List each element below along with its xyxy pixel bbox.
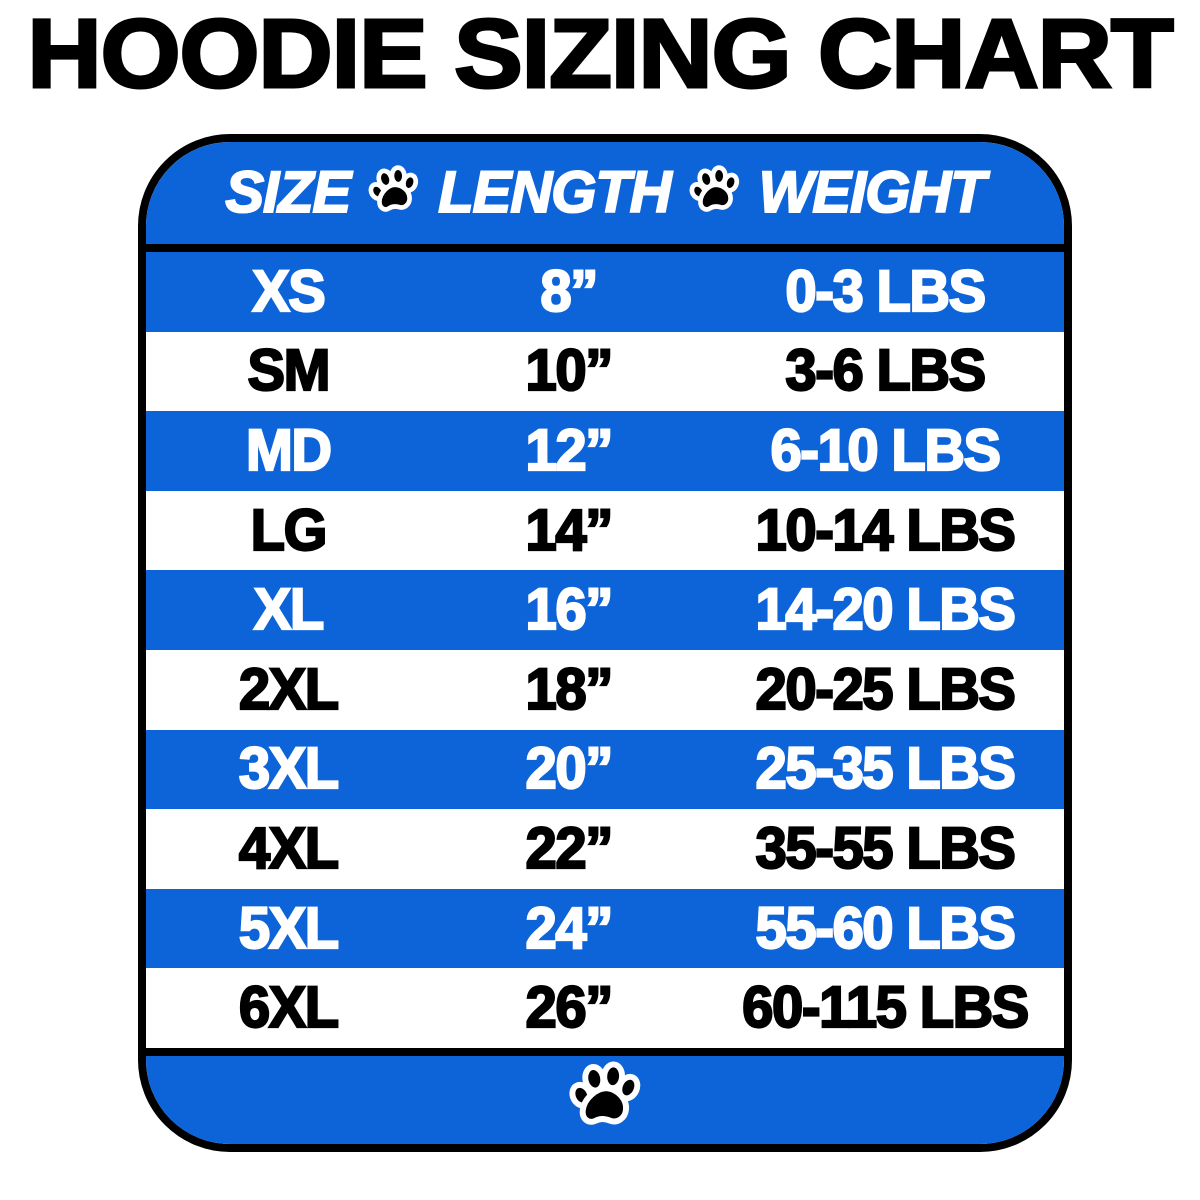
cell-length: 16” [524,577,614,643]
cell-length: 14” [524,497,614,563]
cell-length: 12” [524,417,614,483]
table-row: 4XL 22” 35-55 LBS [146,809,1064,889]
cell-size: 5XL [238,895,340,961]
cell-size: 6XL [238,975,340,1041]
cell-length: 24” [524,895,614,961]
cell-weight: 60-115 LBS [741,975,1030,1041]
cell-length: 10” [524,338,614,404]
table-row: 6XL 26” 60-115 LBS [146,968,1064,1048]
paw-print-icon [568,1060,642,1139]
sizing-chart-table: SIZE LENGTH [138,134,1072,1152]
cell-weight: 14-20 LBS [754,577,1017,643]
cell-length: 22” [524,815,614,881]
table-row: 2XL 18” 20-25 LBS [146,649,1064,730]
cell-weight: 35-55 LBS [754,815,1017,881]
cell-weight: 20-25 LBS [754,656,1017,722]
table-row: SM 10” 3-6 LBS [146,331,1064,412]
cell-size: XL [253,577,326,643]
cell-weight: 0-3 LBS [784,258,987,324]
cell-length: 8” [539,258,599,324]
cell-size: 4XL [238,815,340,881]
cell-weight: 25-35 LBS [754,736,1017,802]
column-header-length: LENGTH [437,160,672,225]
paw-print-icon [689,164,741,222]
page-title: HOODIE SIZING CHART [26,0,1175,108]
table-row: XS 8” 0-3 LBS [146,252,1064,332]
cell-weight: 10-14 LBS [754,497,1017,563]
table-body: SIZE LENGTH [146,142,1064,1144]
table-header-row: SIZE LENGTH [146,142,1064,252]
cell-length: 26” [524,975,614,1041]
cell-weight: 6-10 LBS [769,417,1002,483]
cell-size: SM [246,338,331,404]
table-row: MD 12” 6-10 LBS [146,411,1064,491]
cell-length: 20” [524,736,614,802]
column-header-weight: WEIGHT [758,160,987,225]
table-row: 5XL 24” 55-60 LBS [146,888,1064,969]
cell-size: MD [245,417,333,483]
cell-weight: 3-6 LBS [784,338,987,404]
table-row: LG 14” 10-14 LBS [146,490,1064,571]
table-row: XL 16” 14-20 LBS [146,570,1064,650]
cell-size: 3XL [238,736,340,802]
cell-size: LG [250,497,329,563]
table-row: 3XL 20” 25-35 LBS [146,729,1064,810]
table-footer-row [146,1047,1064,1144]
column-header-size: SIZE [224,160,352,225]
cell-size: 2XL [238,656,340,722]
cell-length: 18” [524,656,614,722]
cell-size: XS [251,258,327,324]
paw-print-icon [368,164,420,222]
cell-weight: 55-60 LBS [754,895,1017,961]
